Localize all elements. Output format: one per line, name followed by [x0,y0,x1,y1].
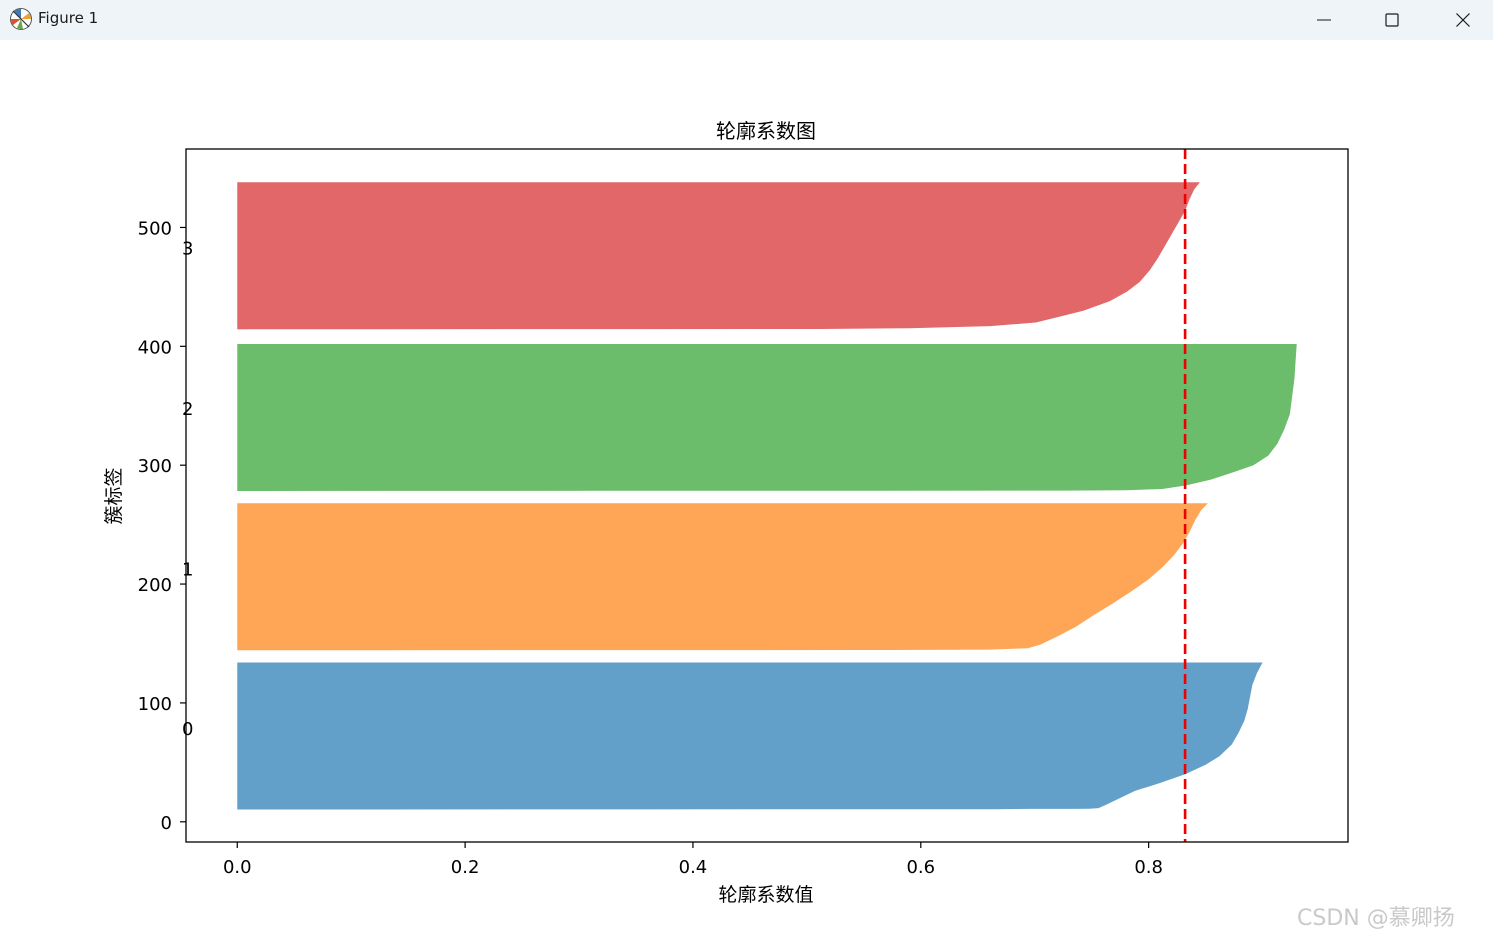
maximize-icon [1385,13,1399,27]
plot-frame [185,148,1349,843]
cluster-0-fill [237,662,1263,810]
minimize-button[interactable] [1289,0,1359,40]
y-tick-label: 500 [138,218,172,239]
matplotlib-icon [10,8,32,30]
y-tick-label: 200 [138,575,172,596]
y-tick-label: 300 [138,456,172,477]
cluster-labels: 0 1 2 3 [182,239,193,740]
cluster-3-label: 3 [182,239,193,260]
x-tick-label: 0.2 [451,857,480,878]
cluster-1-fill [237,503,1208,651]
figure-canvas: 轮廓系数图 轮廓系数值 簇标签 0 1 2 3 0.0 0.2 0.4 0.6 0.8 0 10… [0,40,1493,941]
x-tick-label: 0.0 [223,857,252,878]
window-titlebar: Figure 1 [0,0,1493,40]
cluster-1-label: 1 [182,560,193,581]
y-tick-label: 0 [161,813,172,834]
cluster-2-label: 2 [182,399,193,420]
close-button[interactable] [1428,0,1493,40]
close-icon [1456,13,1470,27]
minimize-icon [1317,19,1331,21]
y-ticks: 0 100 200 300 400 500 [138,218,186,834]
window-title: Figure 1 [38,9,99,27]
cluster-0-label: 0 [182,719,193,740]
silhouette-chart: 轮廓系数图 轮廓系数值 簇标签 0 1 2 3 0.0 0.2 0.4 0.6 0.8 0 10… [103,119,1349,906]
x-tick-label: 0.4 [679,857,708,878]
y-tick-label: 400 [138,337,172,358]
cluster-2-fill [237,343,1297,492]
cluster-3-fill [237,182,1200,330]
x-axis-label: 轮廓系数值 [718,884,813,906]
x-ticks: 0.0 0.2 0.4 0.6 0.8 [223,842,1163,878]
watermark: CSDN @慕卿扬 [1297,906,1455,931]
maximize-button[interactable] [1357,0,1427,40]
cluster-fills [237,182,1297,810]
y-axis-label: 簇标签 [103,467,125,524]
chart-title: 轮廓系数图 [716,119,816,143]
x-tick-label: 0.6 [906,857,935,878]
y-tick-label: 100 [138,694,172,715]
x-tick-label: 0.8 [1134,857,1163,878]
